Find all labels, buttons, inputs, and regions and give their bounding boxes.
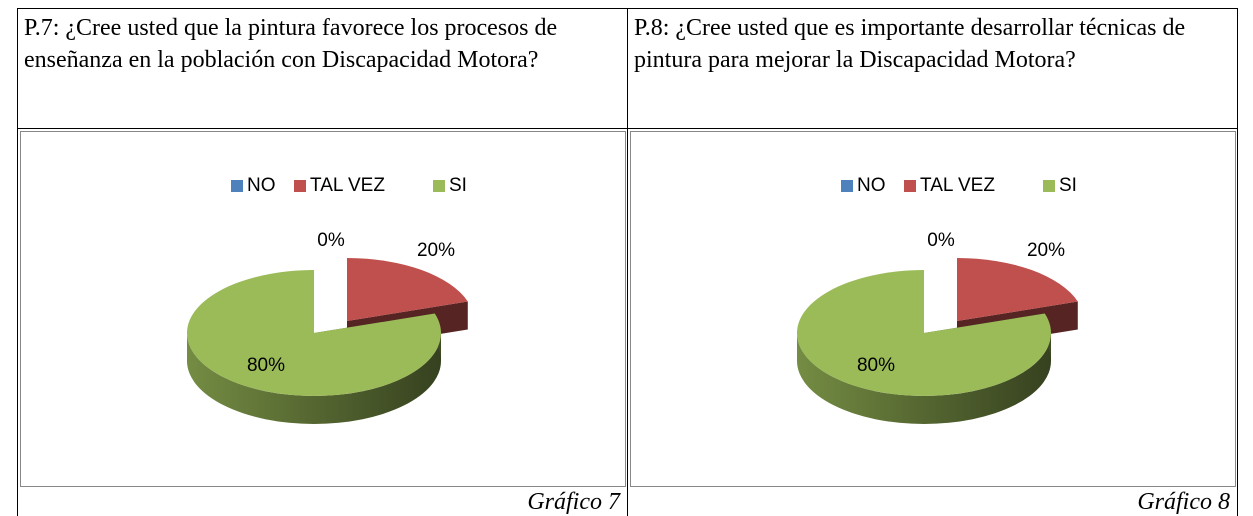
legend-swatch (294, 180, 306, 192)
legend-label: SI (449, 175, 467, 196)
legend-label: NO (247, 175, 276, 196)
pie-slice (186, 270, 441, 424)
table-border (17, 8, 18, 516)
slice-top (957, 258, 1078, 321)
slice-top (186, 270, 441, 397)
data-label: 20% (417, 240, 455, 261)
data-label: 0% (927, 230, 955, 251)
legend-label: NO (857, 175, 886, 196)
data-label: 80% (247, 355, 285, 376)
question: P.8: ¿Cree usted que es importante desar… (634, 15, 1186, 73)
slice-side (187, 333, 441, 424)
data-label: 80% (857, 355, 895, 376)
legend-swatch (231, 180, 243, 192)
legend-label: TAL VEZ (310, 175, 385, 196)
chart: NO TAL VEZ SI 0% 20% 80% (20, 131, 626, 487)
slice-side (797, 333, 1051, 424)
table-border (627, 8, 628, 516)
legend-swatch (433, 180, 445, 192)
data-label: 20% (1027, 240, 1065, 261)
question: P.7: ¿Cree usted que la pintura favorece… (24, 15, 558, 73)
legend-label: TAL VEZ (920, 175, 995, 196)
slice-top (796, 270, 1051, 397)
legend-swatch (1043, 180, 1055, 192)
slice-top (347, 258, 468, 321)
table-border (1237, 8, 1238, 516)
data-label: 0% (317, 230, 345, 251)
chart: NO TAL VEZ SI 0% 20% 80% (630, 131, 1236, 487)
pie-slice (796, 270, 1051, 424)
legend-swatch (904, 180, 916, 192)
caption: Gráfico 7 (527, 489, 620, 515)
legend-swatch (841, 180, 853, 192)
caption: Gráfico 8 (1137, 489, 1230, 515)
legend-label: SI (1059, 175, 1077, 196)
